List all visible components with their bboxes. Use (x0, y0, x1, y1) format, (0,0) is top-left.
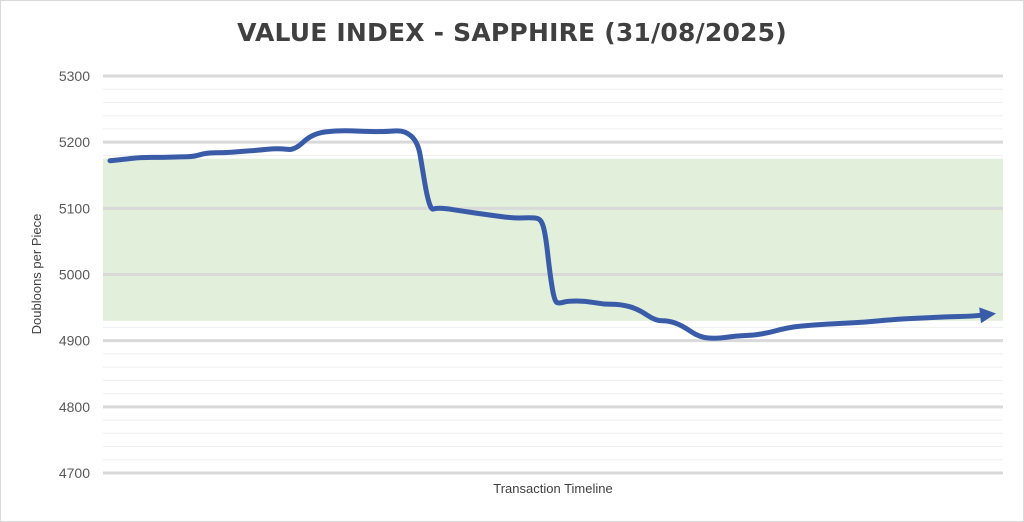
x-axis-label: Transaction Timeline (493, 481, 612, 496)
y-axis-label: Doubloons per Piece (29, 214, 44, 335)
series-arrow-head (979, 307, 996, 324)
chart-title: VALUE INDEX - SAPPHIRE (31/08/2025) (237, 18, 787, 47)
y-tick-label: 4700 (59, 465, 90, 481)
y-tick-label: 4900 (59, 333, 90, 349)
y-tick-label: 5000 (59, 267, 90, 283)
y-tick-label: 4800 (59, 399, 90, 415)
y-tick-label: 5100 (59, 200, 90, 216)
y-tick-label: 5200 (59, 134, 90, 150)
series-line (107, 128, 993, 341)
y-tick-labels: 5300 5200 5100 5000 4900 4800 4700 (59, 68, 90, 481)
y-tick-label: 5300 (59, 68, 90, 84)
major-gridlines (103, 74, 1003, 475)
